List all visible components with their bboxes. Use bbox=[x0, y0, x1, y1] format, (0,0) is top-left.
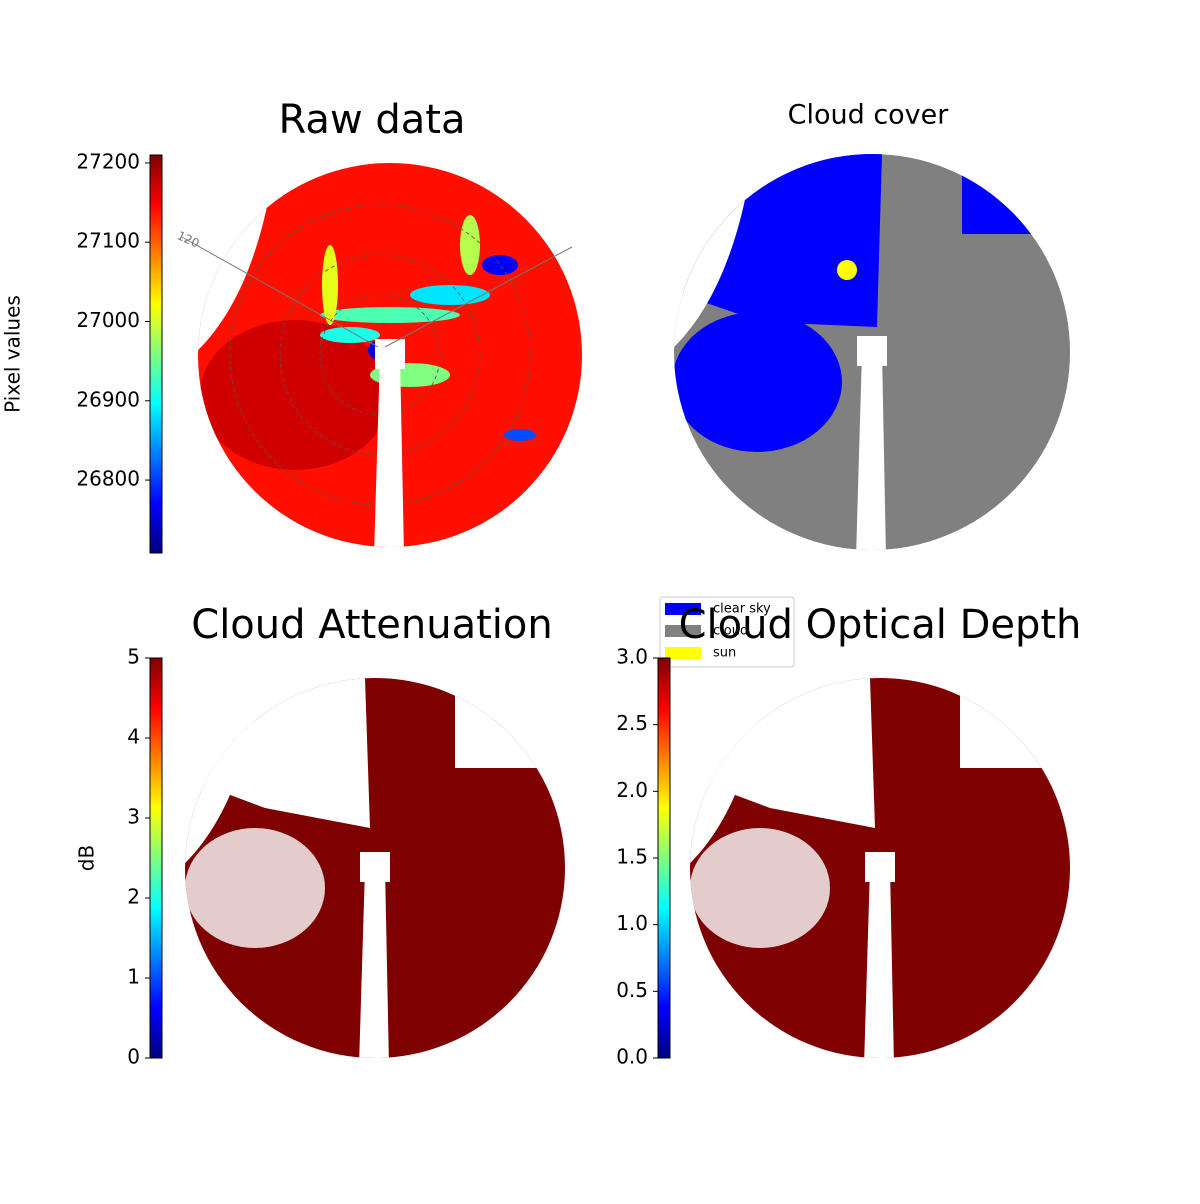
legend-label: cloud bbox=[713, 624, 748, 639]
mask-wedge bbox=[856, 352, 886, 550]
colorbar-tick-label: 4 bbox=[127, 725, 140, 749]
image-region bbox=[410, 285, 490, 305]
colorbar-tick-label: 2.5 bbox=[616, 711, 648, 735]
panel-title: Cloud Attenuation bbox=[191, 602, 552, 648]
colorbar-tick-label: 1.0 bbox=[616, 911, 648, 935]
sun-marker bbox=[837, 260, 857, 280]
polar-line bbox=[181, 236, 379, 348]
polar-label: 120 bbox=[175, 228, 202, 250]
sky-image bbox=[185, 678, 565, 1058]
panel: Cloud Optical Depth 0.0 0.5 1.0 1.5 2.0 2.5 3.0 bbox=[616, 602, 1081, 1069]
image-clear bbox=[960, 678, 1070, 768]
panel: 120 Raw data 26800 26900 27000 27100 27200 Pixe… bbox=[1, 97, 582, 554]
legend-swatch bbox=[665, 603, 701, 615]
colorbar bbox=[149, 154, 163, 554]
mask-wedge bbox=[374, 355, 404, 547]
colorbar-tick-label: 27000 bbox=[76, 308, 140, 332]
colorbar-label: Pixel values bbox=[1, 295, 25, 413]
colorbar-tick-label: 0 bbox=[127, 1045, 140, 1069]
legend-swatch bbox=[665, 625, 701, 637]
colorbar-label: dB bbox=[75, 845, 99, 871]
image-region bbox=[322, 245, 338, 325]
mask-center bbox=[360, 852, 390, 882]
image-region bbox=[320, 307, 460, 323]
colorbar-tick-label: 0.0 bbox=[616, 1045, 648, 1069]
image-region bbox=[460, 215, 480, 275]
image-region bbox=[482, 255, 518, 275]
mask-wedge bbox=[359, 868, 389, 1058]
colorbar-tick-label: 27200 bbox=[76, 149, 140, 173]
image-region bbox=[200, 320, 390, 470]
legend-swatch bbox=[665, 647, 701, 659]
mask-wedge bbox=[864, 868, 894, 1058]
colorbar-tick-label: 0.5 bbox=[616, 978, 648, 1002]
polar-line bbox=[384, 246, 573, 348]
colorbar bbox=[149, 657, 163, 1059]
image-region bbox=[320, 327, 380, 343]
colorbar-tick-label: 3 bbox=[127, 805, 140, 829]
image-region bbox=[504, 429, 536, 441]
image-clear bbox=[455, 678, 565, 768]
colorbar-tick-label: 5 bbox=[127, 645, 140, 669]
mask-center bbox=[375, 339, 405, 369]
image-clear bbox=[674, 312, 842, 452]
panel-title: Raw data bbox=[279, 97, 466, 143]
legend-label: sun bbox=[713, 646, 736, 661]
colorbar-tick-label: 1 bbox=[127, 965, 140, 989]
colorbar-tick-label: 27100 bbox=[76, 229, 140, 253]
polar-ring bbox=[229, 204, 531, 506]
colorbar-tick-label: 3.0 bbox=[616, 645, 648, 669]
sky-image bbox=[674, 154, 1070, 550]
colorbar-tick-label: 26800 bbox=[76, 467, 140, 491]
image-clear bbox=[185, 828, 325, 948]
colorbar-tick-label: 2.0 bbox=[616, 778, 648, 802]
image-clear bbox=[962, 154, 1070, 234]
colorbar bbox=[657, 657, 671, 1059]
panel: Cloud cover clear sky cloud sun bbox=[659, 100, 1070, 668]
mask-center bbox=[857, 336, 887, 366]
legend-label: clear sky bbox=[713, 602, 771, 617]
panel-title: Cloud Optical Depth bbox=[679, 602, 1082, 648]
mask-center bbox=[865, 852, 895, 882]
colorbar-tick-label: 26900 bbox=[76, 387, 140, 411]
panel-title: Cloud cover bbox=[788, 100, 950, 131]
colorbar-tick-label: 1.5 bbox=[616, 845, 648, 869]
sky-image bbox=[690, 678, 1070, 1058]
sky-image bbox=[198, 163, 582, 547]
colorbar-tick-label: 2 bbox=[127, 885, 140, 909]
image-clear bbox=[690, 828, 830, 948]
panel: Cloud Attenuation 0 1 2 3 4 5 dB bbox=[75, 602, 565, 1069]
